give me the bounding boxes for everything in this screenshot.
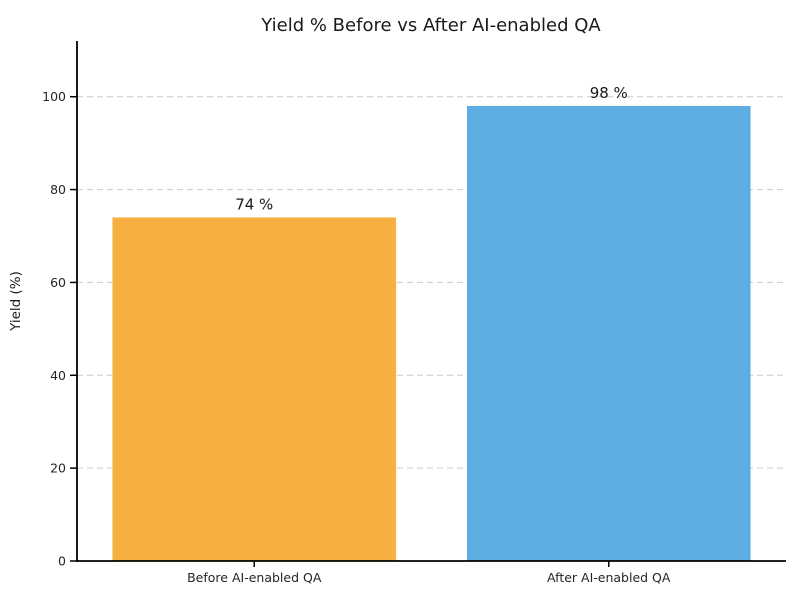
bars-group <box>112 106 751 561</box>
axes-spines <box>76 41 786 562</box>
x-tick-label-1: After AI-enabled QA <box>547 570 671 585</box>
bar-before <box>112 217 397 561</box>
x-axis-ticks: Before AI-enabled QA After AI-enabled QA <box>187 561 671 585</box>
y-tick-label-0: 0 <box>58 554 66 569</box>
y-tick-label-20: 20 <box>50 461 66 476</box>
bar-value-label-1: 98 % <box>590 84 628 102</box>
y-tick-label-100: 100 <box>42 89 66 104</box>
chart-title: Yield % Before vs After AI-enabled QA <box>260 15 601 36</box>
bar-value-labels: 74 % 98 % <box>235 84 628 213</box>
y-axis-ticks: 0 20 40 60 80 100 <box>42 89 77 569</box>
y-tick-label-80: 80 <box>50 182 66 197</box>
bar-after <box>466 106 751 561</box>
y-tick-label-40: 40 <box>50 368 66 383</box>
bar-value-label-0: 74 % <box>235 195 273 213</box>
y-axis-label: Yield (%) <box>8 271 24 332</box>
x-tick-label-0: Before AI-enabled QA <box>187 570 322 585</box>
y-tick-label-60: 60 <box>50 275 66 290</box>
